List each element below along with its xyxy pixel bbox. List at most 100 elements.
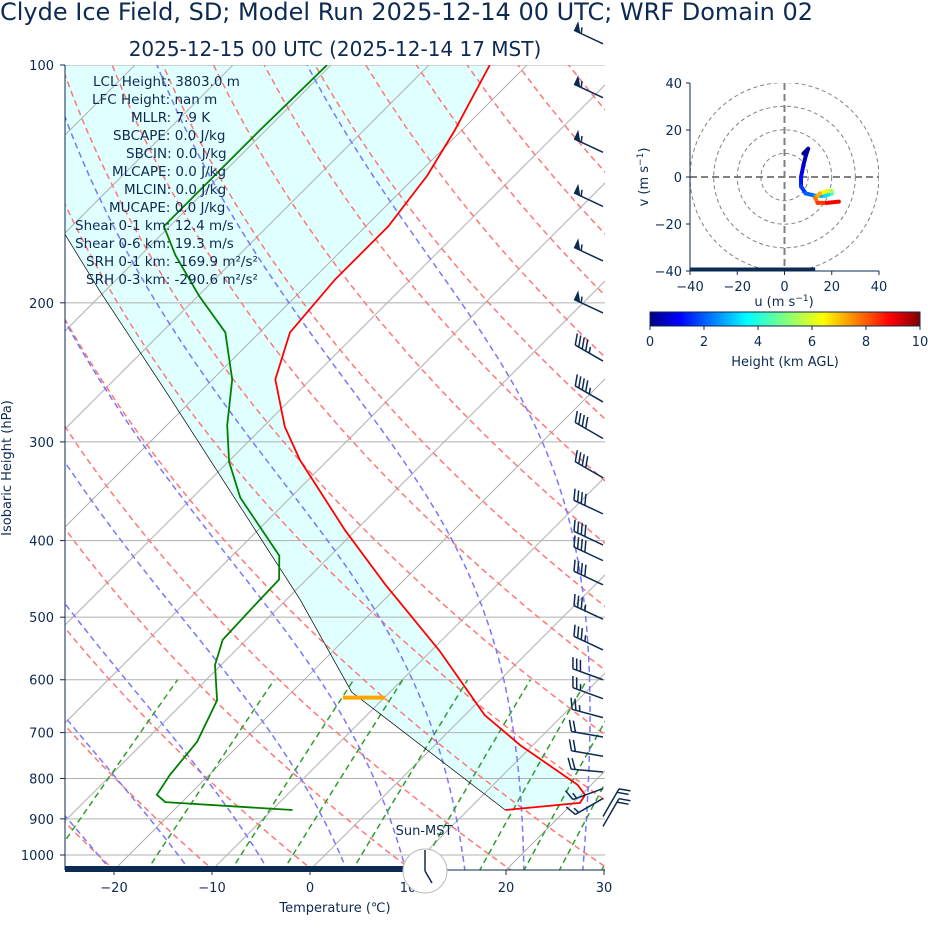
barb-full bbox=[574, 410, 579, 423]
dry-adiabat-line bbox=[65, 724, 215, 870]
barb-half bbox=[580, 189, 583, 197]
wind-barb bbox=[574, 333, 604, 362]
barb-staff bbox=[574, 461, 604, 479]
dry-adiabat-line bbox=[65, 626, 314, 870]
hodograph-x-tick-label: 0 bbox=[780, 280, 788, 295]
barb-full bbox=[580, 628, 584, 640]
y-axis-label: Isobaric Height (hPa) bbox=[0, 400, 15, 536]
barb-half bbox=[580, 244, 583, 251]
barb-full bbox=[573, 488, 576, 501]
barb-half bbox=[580, 27, 583, 34]
mixing-ratio-line bbox=[146, 679, 275, 870]
mixing-ratio-line bbox=[282, 679, 404, 870]
wind-barb bbox=[573, 488, 604, 515]
wind-barb bbox=[572, 657, 604, 681]
isotherm-line bbox=[211, 476, 605, 870]
hodograph-segment bbox=[825, 199, 841, 205]
dry-adiabat-line bbox=[619, 65, 928, 872]
barb-flag bbox=[573, 238, 581, 251]
barb-full bbox=[581, 454, 585, 466]
colorbar-ticks: 0 2 4 6 8 10 bbox=[646, 326, 928, 350]
x-tick-label: −10 bbox=[198, 881, 225, 896]
barb-full bbox=[580, 523, 584, 535]
mixing-ratio-line bbox=[65, 679, 179, 843]
barb-full bbox=[581, 337, 585, 350]
barb-full bbox=[576, 595, 580, 608]
barb-staff bbox=[571, 730, 604, 738]
barb-full bbox=[571, 758, 576, 770]
barb-half bbox=[580, 135, 583, 143]
y-tick-label: 300 bbox=[29, 436, 54, 451]
mixing-ratio-line bbox=[523, 720, 605, 870]
barb-full bbox=[578, 335, 582, 348]
barb-full bbox=[568, 739, 573, 751]
barb-full bbox=[576, 561, 580, 574]
barb-staff bbox=[574, 344, 604, 362]
moist-adiabat-line bbox=[65, 114, 466, 870]
hodograph-y-tick-label: −20 bbox=[655, 218, 682, 233]
dry-adiabat-line bbox=[517, 65, 605, 174]
barb-staff bbox=[573, 246, 604, 262]
wind-barb bbox=[573, 290, 604, 314]
stat-annotation: LFC Height: nan m bbox=[92, 92, 217, 108]
barb-half bbox=[588, 387, 592, 395]
wind-barb bbox=[573, 129, 604, 154]
barb-full bbox=[618, 788, 631, 792]
stat-annotation: SBCIN: 0.0 J/kg bbox=[126, 146, 227, 162]
wind-barb bbox=[567, 757, 604, 773]
x-tick-label: −20 bbox=[100, 881, 127, 896]
colorbar-tick-label: 8 bbox=[862, 335, 870, 350]
y-tick-label: 100 bbox=[29, 59, 54, 74]
moist-adiabat-line bbox=[65, 460, 348, 870]
barb-full bbox=[572, 739, 577, 752]
barb-flag bbox=[573, 183, 581, 196]
wind-barbs bbox=[564, 21, 631, 827]
mixing-ratio-line bbox=[230, 679, 355, 870]
y-tick-label: 700 bbox=[29, 727, 54, 742]
barb-staff bbox=[573, 499, 604, 515]
barb-full bbox=[584, 339, 589, 352]
barb-staff bbox=[573, 530, 604, 546]
barb-full bbox=[574, 450, 579, 462]
dry-adiabat-line bbox=[65, 527, 413, 870]
y-tick-label: 200 bbox=[29, 297, 54, 312]
barb-half bbox=[588, 346, 592, 354]
wind-barb bbox=[574, 450, 604, 479]
wind-barb bbox=[574, 374, 604, 403]
barb-half bbox=[580, 81, 583, 88]
x-tick-label: 30 bbox=[596, 881, 613, 896]
barb-full bbox=[576, 626, 580, 639]
wind-barb bbox=[602, 788, 631, 817]
x-tick-label: 20 bbox=[498, 881, 515, 896]
mixing-ratio-line bbox=[418, 679, 532, 870]
barb-full bbox=[584, 416, 589, 429]
dry-adiabat-line bbox=[721, 65, 928, 872]
barb-full bbox=[580, 538, 584, 551]
dry-adiabat-line bbox=[111, 65, 605, 671]
stat-annotation: MLLR: 7.9 K bbox=[131, 110, 211, 126]
y-tick-label: 600 bbox=[29, 674, 54, 689]
stat-annotation: SRH 0-3 km: -290.6 m²/s² bbox=[86, 272, 258, 288]
barb-full bbox=[580, 492, 584, 504]
wind-barb bbox=[572, 676, 604, 700]
hodograph-y-tick-label: −40 bbox=[655, 265, 682, 280]
barb-full bbox=[616, 801, 629, 805]
barb-staff bbox=[573, 635, 604, 651]
clock-hour-hand bbox=[424, 870, 433, 884]
barb-full bbox=[580, 597, 584, 610]
isotherm-line bbox=[113, 378, 605, 870]
chart-title: Clyde Ice Field, SD; Model Run 2025-12-1… bbox=[0, 0, 814, 26]
barb-flag bbox=[573, 129, 581, 142]
hodograph-area bbox=[690, 83, 879, 271]
barb-full bbox=[573, 519, 576, 532]
skewt-plot-area bbox=[65, 65, 928, 872]
barb-flag bbox=[573, 290, 581, 303]
wind-barb bbox=[574, 410, 604, 440]
stat-annotation: SBCAPE: 0.0 J/kg bbox=[113, 128, 225, 144]
barb-full bbox=[573, 535, 576, 548]
barb-full bbox=[584, 524, 587, 537]
barb-full bbox=[564, 790, 574, 801]
barb-full bbox=[573, 559, 576, 572]
barb-full bbox=[578, 412, 582, 425]
barb-staff bbox=[574, 421, 604, 440]
